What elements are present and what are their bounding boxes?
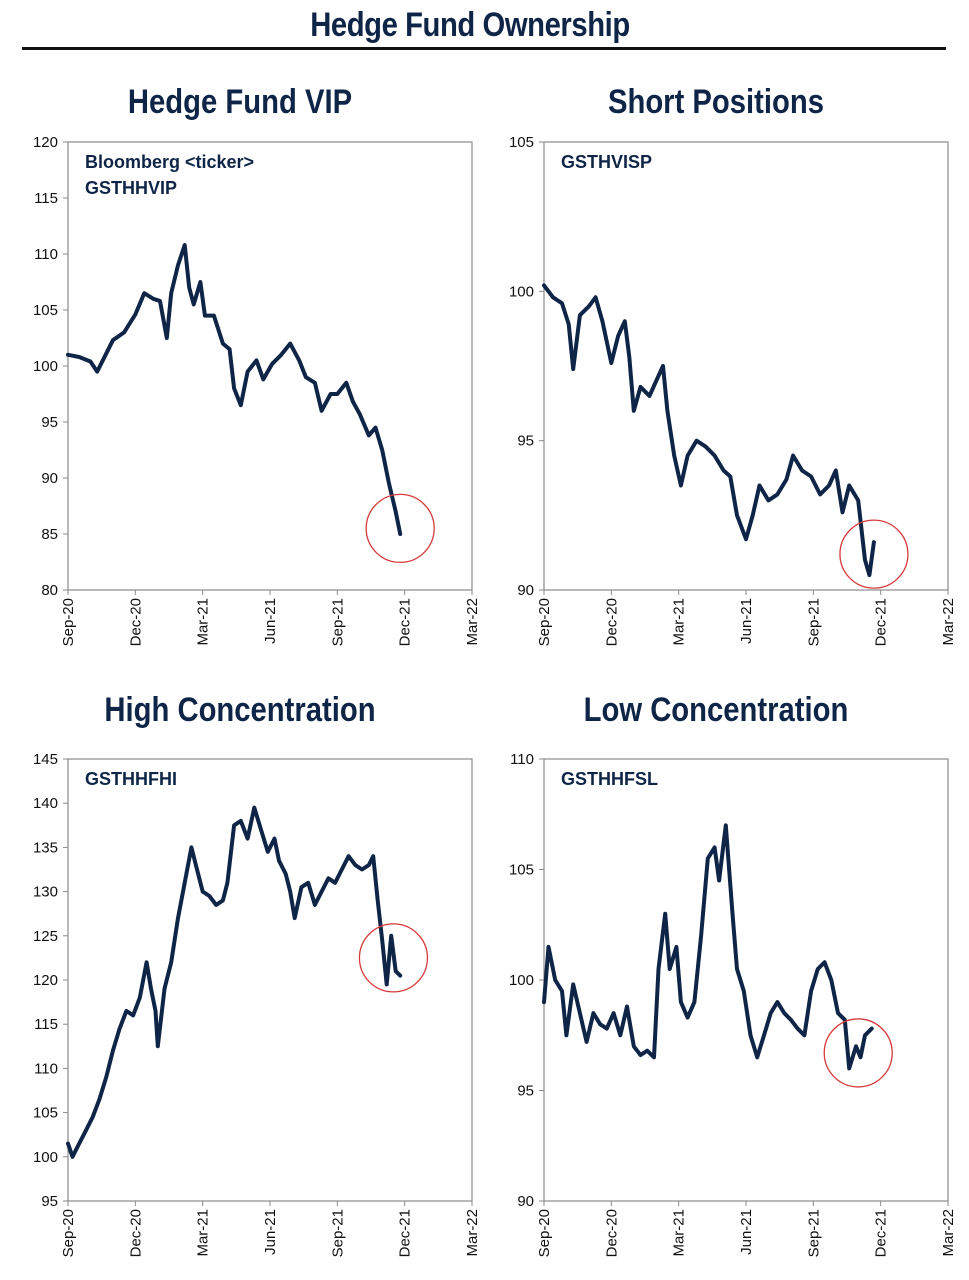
x-tick-label: Mar-22 <box>940 598 957 646</box>
x-tick-label: Dec-21 <box>397 1209 414 1257</box>
y-tick-label: 95 <box>41 1193 58 1210</box>
panel-title-hedge-fund-vip: Hedge Fund VIP <box>127 83 353 121</box>
y-tick-label: 100 <box>509 972 534 989</box>
y-tick-label: 105 <box>509 862 534 879</box>
x-tick-label: Mar-21 <box>195 598 212 646</box>
x-tick-label: Mar-21 <box>671 598 688 646</box>
x-tick-label: Sep-21 <box>805 1209 822 1257</box>
y-tick-label: 110 <box>34 1060 58 1077</box>
y-tick-label: 120 <box>33 972 58 989</box>
panel-title-high-concentration: High Concentration <box>104 691 376 729</box>
y-tick-label: 110 <box>34 246 58 263</box>
series-line <box>542 283 876 578</box>
y-tick-label: 105 <box>33 302 58 319</box>
x-tick-label: Sep-20 <box>536 1209 553 1257</box>
y-tick-label: 115 <box>34 190 58 207</box>
y-tick-label: 95 <box>517 433 534 450</box>
ticker-annotation: GSTHHFSL <box>561 769 658 789</box>
y-tick-label: 85 <box>41 526 58 543</box>
y-tick-label: 100 <box>33 1149 58 1166</box>
y-tick-label: 130 <box>33 884 58 901</box>
y-tick-label: 100 <box>33 358 58 375</box>
x-tick-label: Jun-21 <box>262 598 279 644</box>
ticker-annotation: Bloomberg <ticker> <box>85 152 254 172</box>
plot-frame-2 <box>67 758 473 1202</box>
highlight-circle <box>839 519 909 589</box>
x-tick-label: Dec-21 <box>873 598 890 646</box>
x-tick-label: Dec-21 <box>397 598 414 646</box>
x-tick-label: Sep-21 <box>329 598 346 646</box>
y-tick-label: 90 <box>517 1193 534 1210</box>
ticker-annotation: GSTHVISP <box>561 152 652 172</box>
y-tick-label: 125 <box>33 928 58 945</box>
y-tick-label: 90 <box>517 582 534 599</box>
series-line <box>66 805 403 1159</box>
x-tick-label: Mar-21 <box>671 1209 688 1257</box>
y-tick-label: 100 <box>509 283 534 300</box>
x-tick-label: Mar-22 <box>464 598 481 646</box>
y-tick-label: 105 <box>33 1105 58 1122</box>
x-tick-label: Sep-21 <box>805 598 822 646</box>
x-tick-label: Dec-20 <box>603 1209 620 1257</box>
series-line <box>542 823 874 1071</box>
x-tick-label: Dec-20 <box>127 1209 144 1257</box>
x-tick-label: Sep-20 <box>60 598 77 646</box>
ticker-annotation: GSTHHFHI <box>85 769 177 789</box>
y-tick-label: 145 <box>33 751 58 768</box>
y-tick-label: 110 <box>510 751 534 768</box>
highlight-circle <box>365 493 435 564</box>
y-tick-label: 80 <box>41 582 58 599</box>
y-tick-label: 140 <box>33 795 58 812</box>
page-title: Hedge Fund Ownership <box>310 6 630 44</box>
highlight-circle <box>358 923 429 993</box>
x-tick-label: Sep-20 <box>60 1209 77 1257</box>
y-tick-label: 90 <box>41 470 58 487</box>
x-tick-label: Dec-20 <box>603 598 620 646</box>
x-tick-label: Mar-22 <box>940 1209 957 1257</box>
panel-title-short-positions: Short Positions <box>607 83 825 121</box>
series-line <box>66 243 403 536</box>
y-tick-label: 115 <box>34 1016 58 1033</box>
x-tick-label: Dec-21 <box>873 1209 890 1257</box>
x-tick-label: Jun-21 <box>262 1209 279 1255</box>
x-tick-label: Sep-21 <box>329 1209 346 1257</box>
x-tick-label: Jun-21 <box>738 1209 755 1255</box>
plot-frame-3 <box>543 758 949 1202</box>
highlight-circle <box>823 1018 893 1088</box>
panel-title-low-concentration: Low Concentration <box>583 691 849 729</box>
x-tick-label: Mar-22 <box>464 1209 481 1257</box>
ticker-annotation: GSTHHVIP <box>85 178 177 198</box>
x-tick-label: Sep-20 <box>536 598 553 646</box>
title-rule <box>22 47 946 50</box>
y-tick-label: 120 <box>33 134 58 151</box>
x-tick-label: Mar-21 <box>195 1209 212 1257</box>
y-tick-label: 95 <box>517 1083 534 1100</box>
y-tick-label: 135 <box>33 839 58 856</box>
y-tick-label: 95 <box>41 414 58 431</box>
x-tick-label: Jun-21 <box>738 598 755 644</box>
y-tick-label: 105 <box>509 134 534 151</box>
x-tick-label: Dec-20 <box>127 598 144 646</box>
